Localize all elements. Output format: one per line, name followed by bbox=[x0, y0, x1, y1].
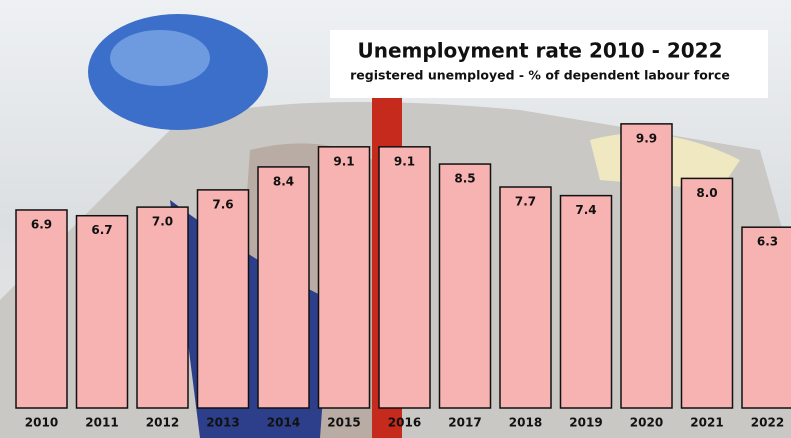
value-label: 6.9 bbox=[31, 217, 52, 231]
x-tick-label: 2017 bbox=[448, 416, 481, 430]
bar bbox=[741, 226, 791, 409]
value-label: 8.4 bbox=[273, 174, 294, 188]
bar bbox=[75, 214, 129, 409]
value-label: 6.3 bbox=[757, 235, 778, 249]
bar bbox=[15, 209, 68, 409]
x-tick-label: 2016 bbox=[388, 416, 421, 430]
bar bbox=[499, 186, 552, 409]
chart-subtitle: registered unemployed - % of dependent l… bbox=[350, 68, 730, 83]
x-tick-label: 2022 bbox=[751, 416, 784, 430]
bar bbox=[620, 123, 673, 409]
bar bbox=[317, 146, 371, 409]
value-label: 7.0 bbox=[152, 215, 173, 229]
value-label: 8.5 bbox=[454, 172, 475, 186]
bar bbox=[378, 146, 431, 409]
x-tick-label: 2021 bbox=[690, 416, 723, 430]
x-tick-label: 2010 bbox=[25, 416, 58, 430]
bar bbox=[438, 163, 492, 409]
bar bbox=[136, 206, 189, 409]
x-tick-label: 2013 bbox=[206, 416, 239, 430]
value-label: 9.1 bbox=[333, 154, 354, 168]
x-tick-label: 2014 bbox=[267, 416, 300, 430]
x-tick-label: 2015 bbox=[327, 416, 360, 430]
bar bbox=[257, 166, 310, 409]
value-label: 9.1 bbox=[394, 154, 415, 168]
value-label: 6.7 bbox=[91, 223, 112, 237]
x-tick-label: 2011 bbox=[85, 416, 118, 430]
value-label: 7.7 bbox=[515, 195, 536, 209]
value-label: 8.0 bbox=[696, 186, 717, 200]
bar bbox=[559, 194, 613, 409]
chart-title: Unemployment rate 2010 - 2022 bbox=[358, 39, 723, 63]
value-label: 9.9 bbox=[636, 131, 657, 145]
bar bbox=[680, 177, 734, 409]
bar bbox=[196, 189, 250, 409]
x-tick-label: 2012 bbox=[146, 416, 179, 430]
x-tick-label: 2019 bbox=[569, 416, 602, 430]
title-box bbox=[330, 30, 768, 98]
x-tick-label: 2018 bbox=[509, 416, 542, 430]
value-label: 7.4 bbox=[575, 203, 596, 217]
value-label: 7.6 bbox=[212, 197, 233, 211]
x-tick-label: 2020 bbox=[630, 416, 663, 430]
